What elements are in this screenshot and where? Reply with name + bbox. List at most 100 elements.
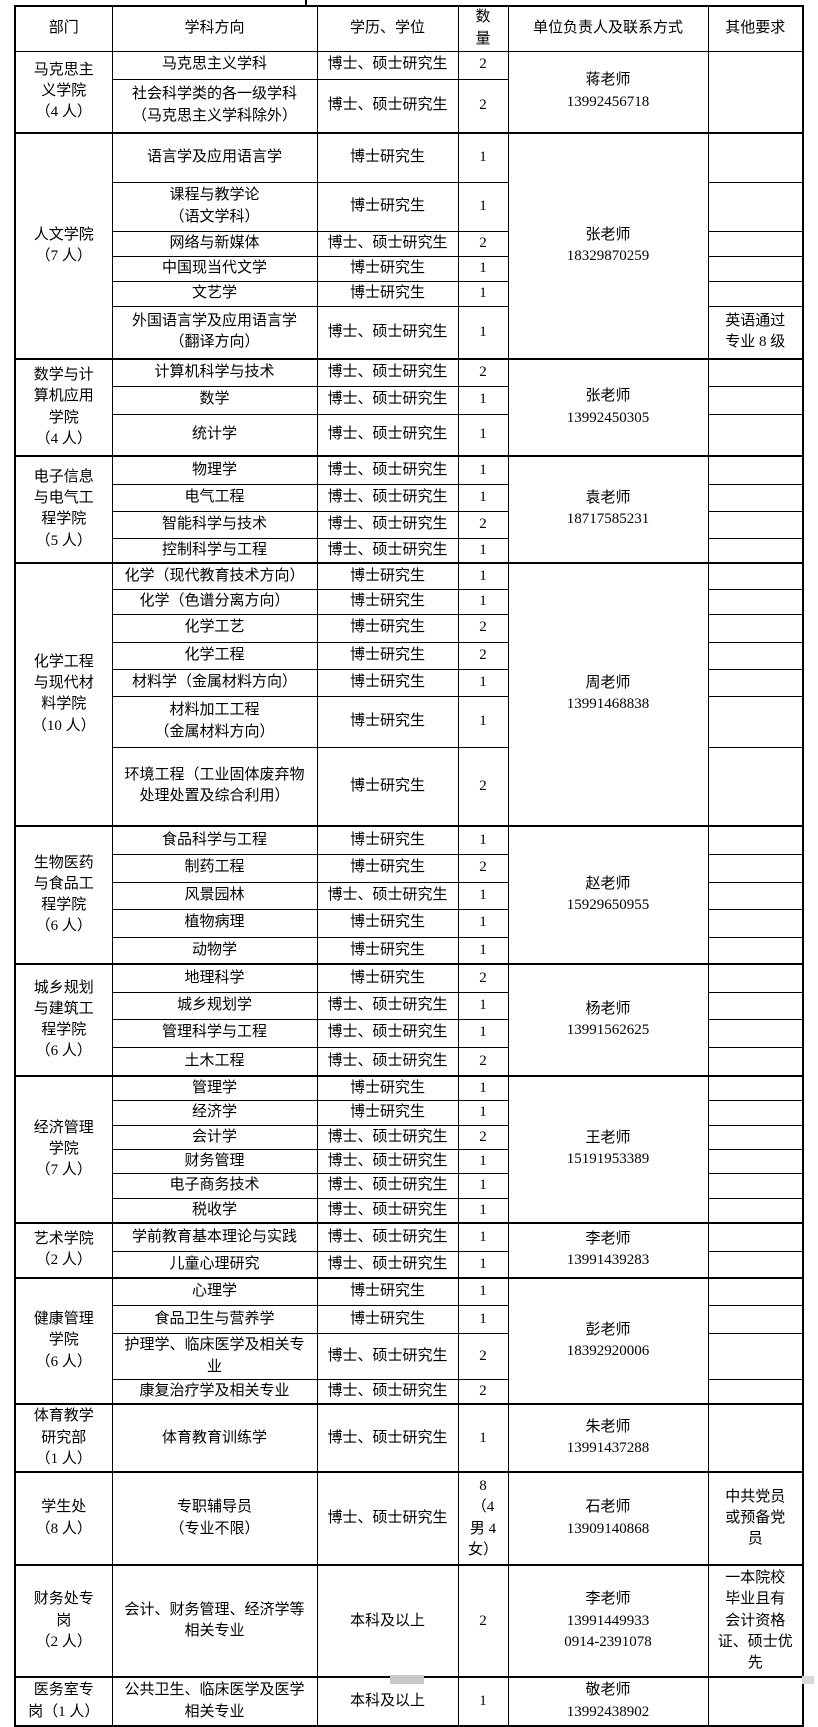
other-cell xyxy=(707,1221,804,1253)
degree-cell: 博士研究生 xyxy=(316,1100,459,1126)
contact-cell: 王老师 15191953389 xyxy=(507,1075,709,1224)
count-cell: 2 xyxy=(457,230,509,257)
contact-cell: 杨老师 13991562625 xyxy=(507,963,709,1077)
header-department: 部门 xyxy=(14,5,113,52)
count-cell: 1 xyxy=(457,1148,509,1175)
degree-cell: 博士研究生 xyxy=(316,589,459,615)
degree-cell: 博士研究生 xyxy=(316,853,459,883)
degree-cell: 博士、硕士研究生 xyxy=(316,1046,459,1077)
degree-cell: 博士、硕士研究生 xyxy=(316,1173,459,1199)
table-row: 外国语言学及应用语言学 （翻译方向） 博士、硕士研究生 1 英语通过 专业 8 级 xyxy=(15,305,804,360)
degree-cell: 博士研究生 xyxy=(316,1075,459,1102)
degree-cell: 博士、硕士研究生 xyxy=(316,1148,459,1175)
other-cell: 中共党员 或预备党 员 xyxy=(707,1471,804,1566)
count-cell: 2 xyxy=(457,1333,509,1380)
count-cell: 1 xyxy=(457,825,509,855)
other-cell xyxy=(707,695,804,748)
contact-cell: 张老师 13992450305 xyxy=(507,358,709,457)
other-cell xyxy=(707,1148,804,1175)
header-count: 数量 xyxy=(457,5,509,52)
major-cell: 管理科学与工程 xyxy=(111,1018,318,1048)
major-cell: 计算机科学与技术 xyxy=(111,358,318,387)
other-cell xyxy=(707,1075,804,1102)
count-cell: 2 xyxy=(457,1046,509,1077)
degree-cell: 博士研究生 xyxy=(316,695,459,748)
other-cell xyxy=(707,1403,804,1473)
major-cell: 马克思主义学科 xyxy=(111,50,318,80)
count-cell: 1 xyxy=(457,1221,509,1253)
table-row: 食品卫生与营养学 博士研究生 1 xyxy=(15,1305,804,1335)
other-cell xyxy=(707,881,804,910)
major-cell: 会计、财务管理、经济学等 相关专业 xyxy=(111,1564,318,1678)
department-cell: 学生处 （8 人） xyxy=(14,1471,113,1566)
other-cell xyxy=(707,1046,804,1077)
major-cell: 管理学 xyxy=(111,1075,318,1102)
degree-cell: 博士研究生 xyxy=(316,668,459,697)
table-row: 化学工程 博士研究生 2 xyxy=(15,641,804,670)
major-cell: 心理学 xyxy=(111,1276,318,1307)
contact-cell: 石老师 13909140868 xyxy=(507,1471,709,1566)
department-cell: 电子信息 与电气工 程学院 （5 人） xyxy=(14,455,113,564)
table-row: 社会科学类的各一级学科 （马克思主义学科除外） 博士、硕士研究生 2 xyxy=(15,78,803,134)
count-cell: 2 xyxy=(457,1564,509,1678)
major-cell: 城乡规划学 xyxy=(111,991,318,1020)
count-cell: 1 xyxy=(457,305,509,360)
table-row: 化学工程 与现代材 料学院 （10 人） 化学（现代教育技术方向） 博士研究生 1 周老… xyxy=(14,561,804,827)
count-cell: 1 xyxy=(457,385,509,415)
major-cell: 中国现当代文学 xyxy=(111,255,318,282)
table-row: 城乡规划 与建筑工 程学院 （6 人） 地理科学 博士研究生 2 杨老师 1399156… xyxy=(14,963,804,1077)
count-cell: 1 xyxy=(457,483,509,512)
table-row: 康复治疗学及相关专业 博士、硕士研究生 2 xyxy=(15,1378,804,1405)
count-cell: 2 xyxy=(457,1124,509,1150)
major-cell: 植物病理 xyxy=(111,908,318,938)
major-cell: 文艺学 xyxy=(111,280,318,307)
other-cell xyxy=(707,510,804,539)
other-cell xyxy=(707,1124,804,1150)
contact-cell: 赵老师 15929650955 xyxy=(507,825,709,965)
table-row: 体育教学 研究部 （1 人） 体育教育训练学 博士、硕士研究生 1 朱老师 139914… xyxy=(14,1403,804,1473)
degree-cell: 博士、硕士研究生 xyxy=(316,881,459,910)
other-cell xyxy=(707,668,804,697)
count-cell: 1 xyxy=(457,537,509,564)
other-cell xyxy=(707,455,804,485)
degree-cell: 博士、硕士研究生 xyxy=(316,1018,459,1048)
other-cell xyxy=(707,280,804,307)
count-cell: 1 xyxy=(457,695,509,748)
other-cell xyxy=(707,1305,804,1335)
degree-cell: 博士研究生 xyxy=(316,908,459,938)
header-major: 学科方向 xyxy=(111,5,318,52)
table-row: 经济管理 学院 （7 人） 管理学 博士研究生 1 王老师 15191953389 xyxy=(14,1075,804,1224)
count-cell: 1 xyxy=(457,936,509,965)
degree-cell: 博士、硕士研究生 xyxy=(316,78,459,134)
count-cell: 1 xyxy=(457,1403,509,1473)
major-cell: 化学工程 xyxy=(111,641,318,670)
count-cell: 8 （4 男 4 女） xyxy=(457,1471,509,1566)
major-cell: 电气工程 xyxy=(111,483,318,512)
major-cell: 语言学及应用语言学 xyxy=(111,132,318,183)
major-cell: 食品卫生与营养学 xyxy=(111,1305,318,1335)
table-row: 土木工程 博士、硕士研究生 2 xyxy=(15,1046,804,1077)
degree-cell: 博士、硕士研究生 xyxy=(316,991,459,1020)
count-cell: 1 xyxy=(457,1197,509,1224)
degree-cell: 博士、硕士研究生 xyxy=(316,455,459,485)
other-cell xyxy=(707,1333,804,1380)
department-cell: 人文学院 （7 人） xyxy=(14,132,113,360)
department-cell: 艺术学院 （2 人） xyxy=(14,1221,113,1279)
other-cell xyxy=(707,589,804,615)
contact-cell: 蒋老师 13992456718 xyxy=(507,50,709,134)
count-cell: 1 xyxy=(457,561,509,591)
major-cell: 护理学、临床医学及相关专 业 xyxy=(111,1333,318,1380)
other-cell xyxy=(707,385,804,415)
degree-cell: 博士、硕士研究生 xyxy=(316,1471,459,1566)
major-cell: 制药工程 xyxy=(111,853,318,883)
count-cell: 1 xyxy=(457,881,509,910)
major-cell: 会计学 xyxy=(111,1124,318,1150)
count-cell: 2 xyxy=(457,853,509,883)
major-cell: 儿童心理研究 xyxy=(111,1251,318,1279)
count-cell: 2 xyxy=(457,78,509,134)
department-cell: 经济管理 学院 （7 人） xyxy=(14,1075,113,1224)
scrollbar-corner[interactable] xyxy=(802,1676,814,1684)
horizontal-scrollbar-thumb[interactable] xyxy=(390,1675,424,1684)
other-cell xyxy=(707,132,804,183)
department-cell: 健康管理 学院 （6 人） xyxy=(14,1276,113,1405)
